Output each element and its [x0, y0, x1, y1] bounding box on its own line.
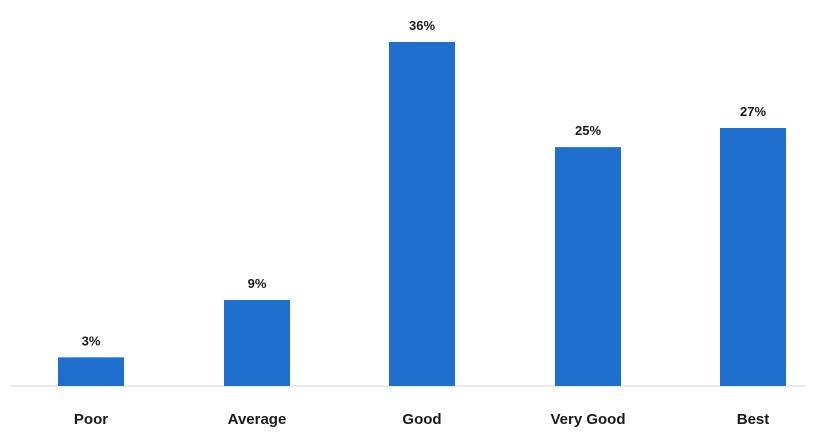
- data-label-best: 27%: [740, 104, 766, 119]
- data-label-very-good: 25%: [575, 123, 601, 138]
- x-tick-label-best: Best: [737, 411, 770, 428]
- category-labels-layer: Poor Average Good Very Good Best: [74, 411, 769, 428]
- bar-very-good: [555, 147, 621, 386]
- bars-layer: [58, 42, 786, 386]
- bar-average: [224, 300, 290, 386]
- bar-poor: [58, 357, 124, 386]
- data-label-poor: 3%: [82, 333, 101, 348]
- x-tick-label-poor: Poor: [74, 411, 108, 428]
- bar-good: [389, 42, 455, 386]
- data-label-good: 36%: [409, 18, 435, 33]
- x-tick-label-good: Good: [402, 411, 441, 428]
- x-tick-label-very-good: Very Good: [550, 411, 625, 428]
- bar-best: [720, 128, 786, 386]
- x-tick-label-average: Average: [228, 411, 287, 428]
- data-label-average: 9%: [248, 276, 267, 291]
